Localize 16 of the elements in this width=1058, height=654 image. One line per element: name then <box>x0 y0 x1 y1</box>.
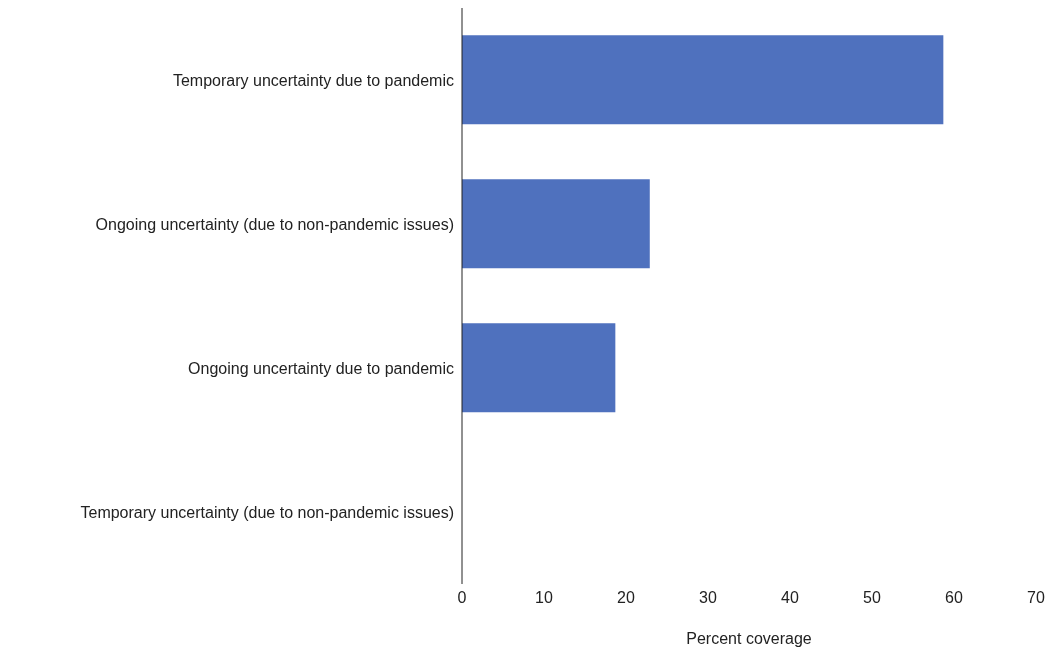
bar <box>462 323 616 413</box>
y-tick-label: Ongoing uncertainty (due to non-pandemic issues) <box>95 215 454 233</box>
x-tick-label: 60 <box>945 589 963 607</box>
y-tick-label: Temporary uncertainty (due to non-pandemic issues) <box>80 503 454 521</box>
x-tick-label: 10 <box>535 589 553 607</box>
bar <box>462 179 650 269</box>
x-tick-label: 50 <box>863 589 881 607</box>
bar <box>462 35 944 125</box>
x-tick-label: 40 <box>781 589 799 607</box>
x-tick-label: 20 <box>617 589 635 607</box>
x-tick-label: 30 <box>699 589 717 607</box>
x-tick-label: 0 <box>457 589 467 607</box>
y-tick-label: Ongoing uncertainty due to pandemic <box>188 359 454 377</box>
x-tick-label: 70 <box>1027 589 1045 607</box>
y-tick-label: Temporary uncertainty due to pandemic <box>172 71 454 89</box>
x-axis-title: Percent coverage <box>686 630 812 647</box>
